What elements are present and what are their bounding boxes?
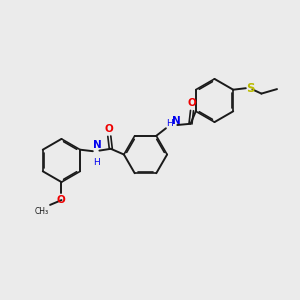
Text: S: S (246, 82, 255, 95)
Text: H: H (167, 119, 173, 128)
Text: H: H (93, 158, 100, 167)
Text: CH₃: CH₃ (34, 207, 49, 216)
Text: N: N (93, 140, 102, 150)
Text: O: O (57, 195, 66, 205)
Text: N: N (172, 116, 181, 126)
Text: O: O (188, 98, 196, 109)
Text: O: O (105, 124, 114, 134)
